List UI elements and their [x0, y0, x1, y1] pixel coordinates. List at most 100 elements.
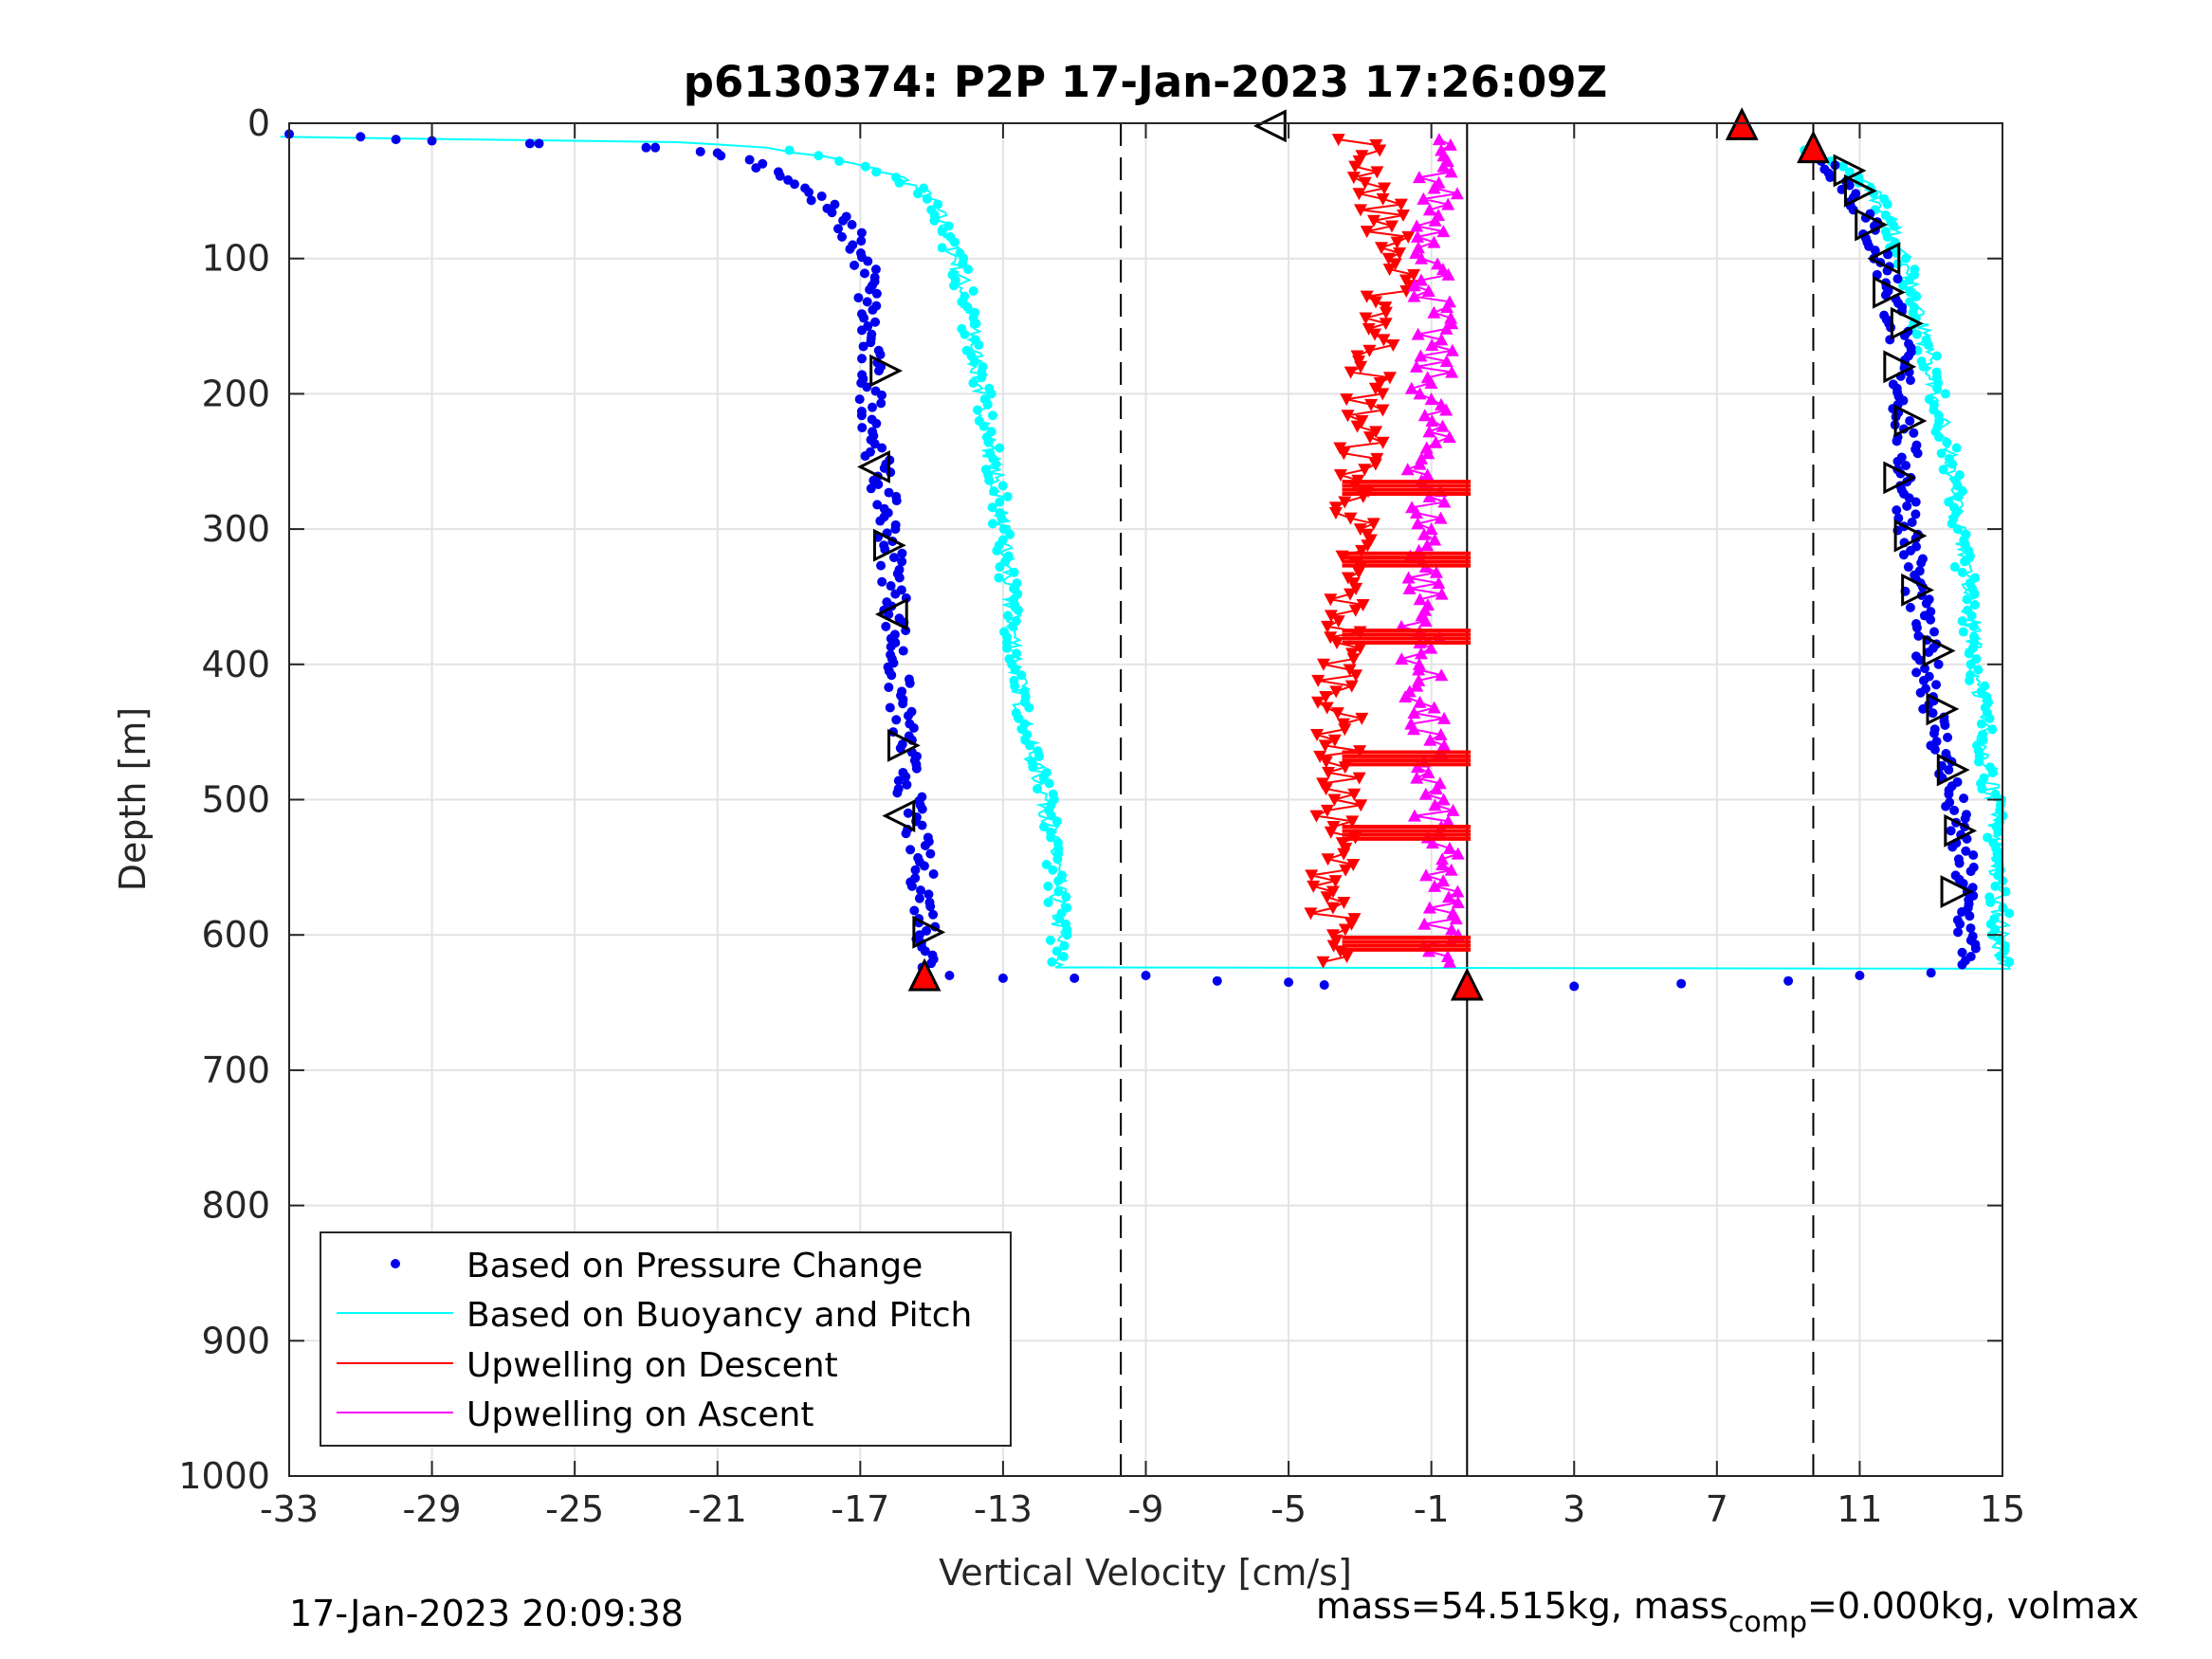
pressure-change-point — [859, 313, 869, 323]
pressure-change-point — [1965, 923, 1976, 934]
pressure-change-point — [894, 573, 905, 583]
pressure-change-point — [1965, 866, 1976, 877]
upwelling-descent-point — [1360, 290, 1374, 303]
pressure-change-point — [872, 500, 883, 510]
pressure-change-point — [893, 775, 904, 786]
buoyancy-point — [1059, 940, 1069, 951]
upwelling-descent-point — [1377, 334, 1391, 347]
buoyancy-point — [963, 264, 974, 275]
buoyancy-point — [1931, 351, 1942, 361]
upwelling-ascent-point — [1420, 538, 1435, 552]
upwelling-descent-point — [1393, 246, 1407, 260]
pressure-change-point — [875, 516, 886, 526]
upwelling-ascent-point — [1417, 527, 1432, 540]
x-tick-label: 3 — [1563, 1488, 1585, 1530]
pressure-change-point — [875, 350, 886, 360]
buoyancy-point — [1911, 329, 1922, 339]
buoyancy-point — [1942, 437, 1952, 447]
x-tick-label: 11 — [1837, 1488, 1882, 1530]
buoyancy-point — [1957, 616, 1967, 627]
upwelling-descent-point — [1320, 702, 1334, 715]
pressure-change-point — [1947, 842, 1958, 852]
upwelling-ascent-point — [1421, 283, 1435, 297]
upwelling-descent-point — [1394, 198, 1408, 211]
upwelling-ascent-point — [1410, 760, 1424, 774]
upwelling-descent-point — [1407, 268, 1421, 282]
upwelling-ascent-point — [1407, 722, 1421, 736]
upwelling-descent-point — [1310, 696, 1325, 709]
buoyancy-point — [997, 481, 1008, 491]
pressure-change-point — [1825, 173, 1836, 183]
upwelling-descent-point — [1390, 236, 1404, 249]
upwelling-ascent-point — [1443, 841, 1457, 854]
upwelling-ascent-point — [1418, 614, 1433, 628]
buoyancy-point — [962, 302, 973, 313]
upwelling-ascent-point — [1424, 375, 1438, 389]
buoyancy-point — [1973, 757, 1983, 767]
upwelling-descent-point — [1327, 793, 1342, 807]
upwelling-descent-point — [1337, 848, 1351, 861]
triangle-marker — [869, 354, 904, 388]
pressure-change-point — [905, 845, 916, 855]
pressure-change-point — [1946, 826, 1956, 836]
x-tick-label: -17 — [831, 1488, 889, 1530]
pressure-change-point — [917, 804, 927, 814]
bottom-turn-point — [1284, 977, 1294, 988]
bottom-turn-point — [944, 971, 955, 981]
buoyancy-point — [1053, 886, 1064, 897]
pressure-change-point — [1909, 428, 1919, 438]
pressure-change-point — [885, 702, 895, 713]
upwelling-ascent-point — [1428, 798, 1442, 811]
buoyancy-point — [1904, 275, 1914, 285]
pressure-change-point — [891, 496, 902, 506]
upwelling-descent-point — [1356, 599, 1370, 612]
buoyancy-point — [1009, 567, 1019, 577]
pressure-change-point — [1913, 630, 1924, 641]
buoyancy-point — [1990, 881, 2001, 891]
pressure-change-point — [890, 524, 901, 535]
upwelling-ascent-point — [1417, 409, 1432, 422]
upwelling-descent-point — [1348, 160, 1362, 173]
pressure-change-point — [1898, 550, 1909, 560]
pressure-change-point — [712, 148, 722, 158]
upwelling-descent-point — [1370, 166, 1384, 179]
pressure-change-point — [910, 865, 921, 875]
bottom-turn-point — [1141, 971, 1151, 981]
y-tick-label: 1000 — [178, 1455, 270, 1497]
upwelling-ascent-point — [1414, 349, 1428, 362]
upwelling-descent-point — [1360, 226, 1374, 239]
upwelling-descent-point — [1330, 636, 1344, 649]
buoyancy-point — [1052, 854, 1063, 865]
pressure-change-point — [1905, 602, 1915, 612]
upwelling-descent-point — [1316, 956, 1330, 969]
buoyancy-point — [1932, 383, 1943, 393]
pressure-change-point — [876, 560, 887, 571]
upwelling-ascent-point — [1412, 657, 1426, 670]
triangle-marker — [1797, 130, 1830, 164]
upwelling-ascent-point — [1446, 803, 1460, 816]
buoyancy-point — [1966, 611, 1977, 621]
upwelling-ascent-point — [1436, 793, 1451, 806]
upwelling-ascent-point — [1436, 225, 1451, 238]
upwelling-descent-point — [1396, 210, 1410, 223]
buoyancy-point — [1051, 946, 1062, 957]
legend-label-upwelling-ascent: Upwelling on Ascent — [466, 1395, 814, 1434]
upwelling-descent-point — [1376, 192, 1390, 206]
buoyancy-point — [912, 189, 923, 199]
pressure-change-point — [1944, 765, 1954, 775]
upwelling-descent-point — [1354, 799, 1368, 812]
y-tick-label: 800 — [201, 1185, 270, 1227]
buoyancy-point — [1882, 231, 1892, 242]
pressure-change-point — [850, 260, 860, 270]
marker-layer — [857, 107, 1978, 1001]
pressure-change-point — [1910, 509, 1921, 520]
upwelling-ascent-point — [1435, 668, 1449, 682]
pressure-change-point — [923, 889, 934, 900]
pressure-change-point — [866, 337, 876, 348]
pressure-change-point — [857, 354, 868, 364]
upwelling-descent-point — [1348, 604, 1362, 617]
upwelling-descent-point — [1339, 864, 1353, 877]
buoyancy-point — [1008, 621, 1018, 631]
buoyancy-point — [1053, 876, 1064, 886]
buoyancy-point — [1947, 459, 1958, 469]
